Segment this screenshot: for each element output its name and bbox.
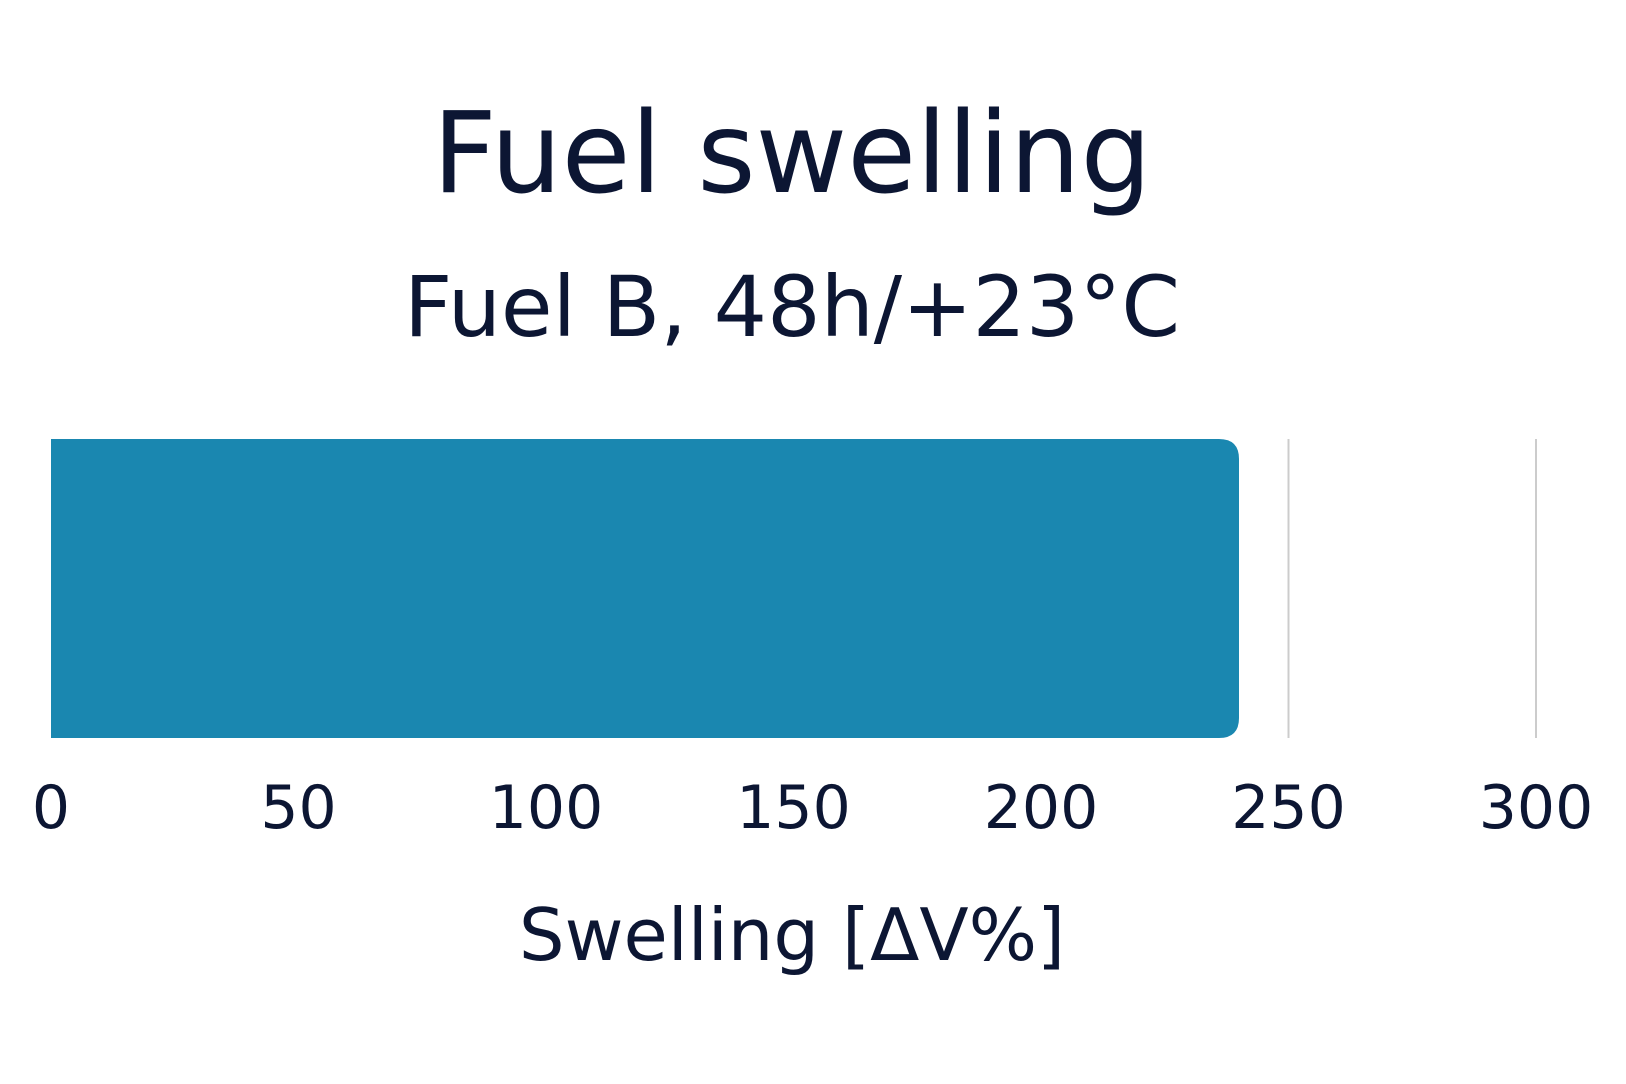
bar <box>51 439 1239 738</box>
chart-title: Fuel swelling <box>432 89 1151 219</box>
x-axis-label: Swelling [ΔV%] <box>519 893 1065 977</box>
x-tick-label: 100 <box>489 773 604 843</box>
x-tick-label: 200 <box>984 773 1099 843</box>
x-tick-label: 0 <box>32 773 70 843</box>
x-tick-label: 50 <box>260 773 336 843</box>
x-tick-label: 150 <box>736 773 851 843</box>
x-tick-label: 250 <box>1231 773 1346 843</box>
x-tick-label: 300 <box>1479 773 1594 843</box>
chart-subtitle: Fuel B, 48h/+23°C <box>404 258 1180 356</box>
